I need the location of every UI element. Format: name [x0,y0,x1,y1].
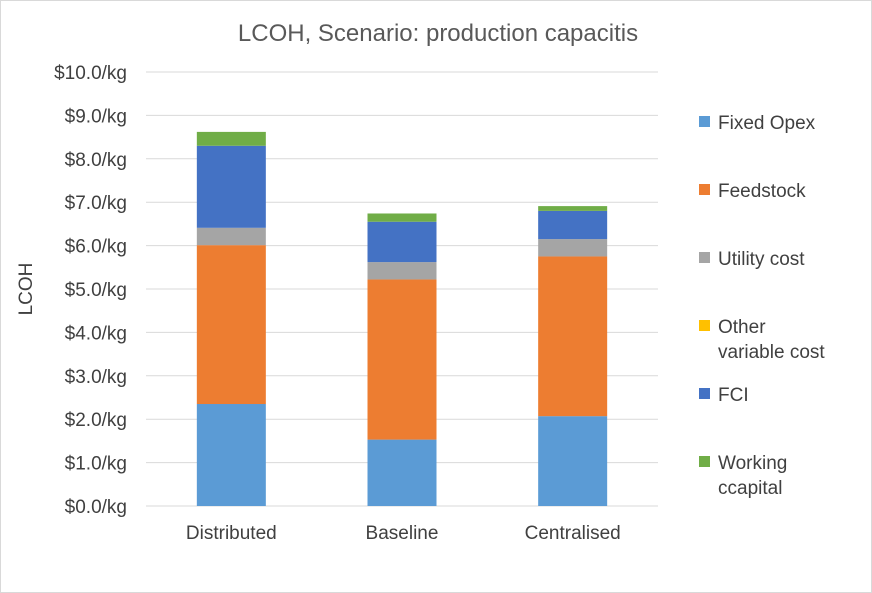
y-tick-label: $6.0/kg [65,237,127,258]
legend-swatch [699,184,710,195]
bar-segment [538,256,608,417]
bar-segment [367,439,437,506]
y-tick-label: $4.0/kg [65,323,127,344]
x-tick-label: Baseline [366,523,439,544]
bar-segment [538,416,608,506]
bars [196,131,608,506]
bar-segment [196,227,266,246]
bar-segment [538,206,608,211]
x-axis-ticks: Distributed Baseline Centralised [186,523,621,544]
y-tick-label: $3.0/kg [65,367,127,388]
y-axis-label: LCOH [16,263,37,316]
y-tick-label: $8.0/kg [65,150,127,171]
legend-entry: Other variable cost [718,317,825,363]
bar-segment [196,145,266,228]
legend-swatch [699,252,710,263]
legend-entry: Fixed Opex [718,113,816,134]
y-tick-label: $7.0/kg [65,193,127,214]
y-tick-label: $1.0/kg [65,454,127,475]
bar-segment [367,221,437,263]
y-tick-label: $9.0/kg [65,106,127,127]
legend-swatch [699,116,710,127]
bar-segment [538,210,608,240]
y-tick-label: $2.0/kg [65,410,127,431]
bar-segment [196,245,266,405]
x-tick-label: Centralised [525,523,621,544]
legend-swatch [699,320,710,331]
y-tick-label: $10.0/kg [54,63,127,84]
legend-entry: Working ccapital [718,453,787,499]
bar-segment [367,279,437,440]
legend-swatch [699,456,710,467]
y-tick-label: $0.0/kg [65,497,127,518]
legend-entry: Feedstock [718,181,806,202]
legend-entry: FCI [718,385,749,406]
bar-segment [367,213,437,222]
bar-segment [367,262,437,280]
legend-swatch [699,388,710,399]
bar-segment [196,131,266,146]
bar-segment [538,239,608,257]
chart-title: LCOH, Scenario: production capacitis [238,20,638,47]
y-tick-label: $5.0/kg [65,280,127,301]
legend-entry: Utility cost [718,249,805,270]
x-tick-label: Distributed [186,523,277,544]
y-axis-ticks: $0.0/kg $1.0/kg $2.0/kg $3.0/kg $4.0/kg $5.0/… [54,63,127,518]
legend: Fixed Opex Feedstock Utility cost Other vari… [699,113,825,499]
bar-segment [196,404,266,506]
